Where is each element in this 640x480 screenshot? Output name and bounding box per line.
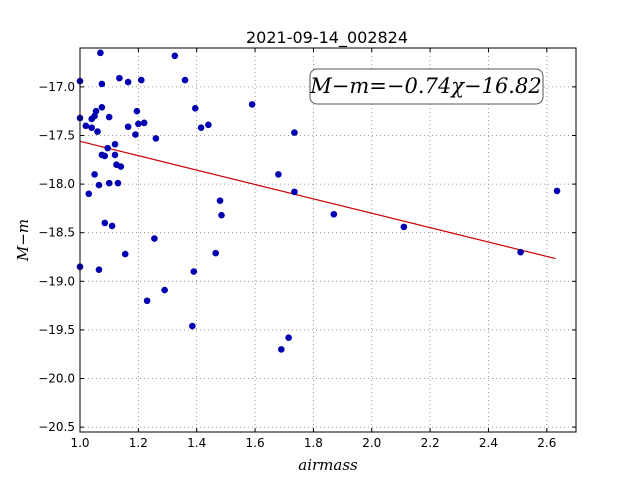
- x-tick-label: 1.8: [304, 436, 323, 450]
- data-point: [190, 268, 198, 275]
- data-point: [82, 122, 90, 130]
- data-point: [95, 181, 103, 189]
- data-point: [95, 266, 103, 273]
- data-point: [152, 135, 160, 142]
- data-point: [132, 131, 139, 138]
- data-point: [111, 151, 119, 159]
- data-point: [143, 297, 151, 305]
- data-point: [114, 179, 122, 187]
- x-tick-label: 1.6: [246, 436, 265, 450]
- x-tick-label: 1.4: [187, 436, 206, 450]
- data-point: [111, 140, 119, 148]
- data-point: [133, 107, 141, 115]
- x-tick-label: 2.6: [537, 436, 556, 450]
- grid: [79, 48, 576, 432]
- data-point: [135, 120, 142, 128]
- data-point: [104, 144, 112, 152]
- y-tick-label: −20.5: [38, 420, 75, 434]
- data-point: [137, 76, 145, 84]
- x-tick-label: 1.0: [70, 436, 89, 450]
- x-axis-label: airmass: [298, 456, 358, 474]
- y-axis-label: M−m: [14, 219, 32, 262]
- data-point: [92, 107, 100, 115]
- data-point: [97, 49, 104, 57]
- data-point: [248, 101, 256, 108]
- data-point: [330, 210, 338, 218]
- data-point: [121, 250, 129, 258]
- data-point: [218, 211, 225, 219]
- data-point: [98, 80, 106, 88]
- data-point: [517, 248, 524, 256]
- data-point: [212, 249, 219, 257]
- data-point: [191, 104, 199, 112]
- annotation-text: M−m=−0.74χ−16.82: [309, 74, 541, 98]
- x-tick-label: 1.2: [129, 436, 148, 450]
- axis-ticks: 1.0 1.2 1.4 1.6 1.8 2.0 2.2 2.4 2.6 −17.0 −17.5 −18…: [38, 48, 576, 450]
- data-point: [117, 163, 125, 170]
- data-points: [76, 49, 561, 353]
- data-point: [124, 78, 132, 86]
- data-point: [98, 104, 106, 111]
- data-point: [124, 123, 132, 131]
- data-point: [197, 124, 205, 132]
- x-tick-label: 2.2: [421, 436, 440, 450]
- data-point: [291, 129, 298, 136]
- data-point: [101, 219, 109, 227]
- data-point: [553, 187, 561, 195]
- plot-area: [80, 48, 576, 432]
- fit-line-group: [79, 140, 556, 260]
- data-point: [101, 152, 109, 160]
- equation-annotation: M−m=−0.74χ−16.82: [309, 68, 544, 105]
- data-point: [105, 179, 113, 187]
- chart-title: 2021-09-14_002824: [246, 28, 408, 48]
- data-point: [161, 286, 168, 294]
- data-point: [171, 52, 179, 60]
- y-tick-label: −19.0: [38, 274, 75, 288]
- data-point: [108, 222, 116, 230]
- y-tick-label: −20.0: [38, 372, 75, 386]
- y-tick-label: −17.0: [38, 80, 75, 94]
- data-point: [189, 322, 196, 330]
- annotation-box: [309, 68, 544, 105]
- data-point: [116, 74, 123, 82]
- y-tick-label: −17.5: [38, 128, 75, 142]
- data-point: [205, 121, 212, 129]
- data-point: [91, 171, 98, 178]
- data-point: [85, 190, 93, 198]
- data-point: [94, 128, 101, 135]
- data-point: [216, 197, 224, 204]
- y-tick-label: −18.0: [38, 177, 75, 191]
- fit-line: [79, 140, 556, 260]
- x-tick-label: 2.0: [362, 436, 381, 450]
- data-point: [275, 171, 282, 178]
- data-point: [400, 223, 408, 231]
- y-tick-label: −19.5: [38, 323, 75, 337]
- y-tick-label: −18.5: [38, 226, 75, 240]
- data-point: [278, 346, 285, 353]
- data-point: [285, 334, 292, 342]
- data-point: [105, 113, 113, 121]
- data-point: [291, 188, 298, 196]
- data-point: [151, 235, 158, 242]
- plot-frame: [79, 47, 577, 433]
- data-point: [140, 119, 148, 127]
- data-point: [88, 124, 95, 132]
- data-point: [181, 76, 189, 84]
- x-tick-label: 2.4: [479, 436, 498, 450]
